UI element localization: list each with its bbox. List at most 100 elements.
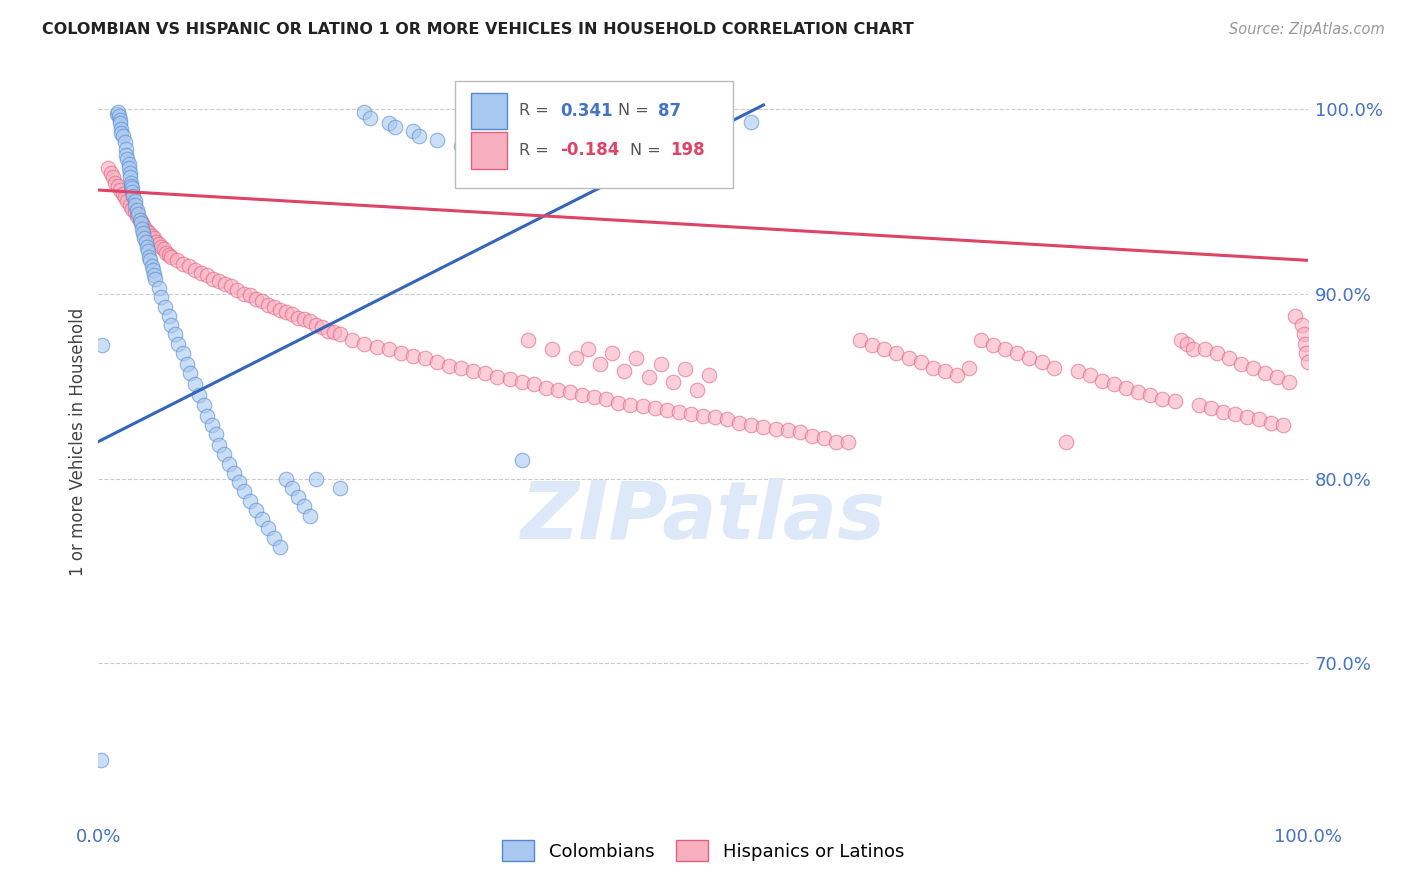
Point: [1181, 342, 1204, 356]
Point: [138, 226, 160, 240]
Point: [619, 398, 641, 412]
Point: [323, 326, 346, 340]
Point: [108, 183, 131, 197]
Point: [145, 235, 167, 249]
Point: [474, 142, 496, 156]
Point: [1018, 351, 1040, 366]
Point: [426, 355, 449, 369]
Point: [800, 429, 823, 443]
Text: N =: N =: [619, 103, 654, 119]
Point: [118, 161, 141, 175]
Point: [498, 372, 520, 386]
Point: [222, 466, 245, 480]
Point: [1206, 345, 1229, 359]
Point: [124, 205, 146, 219]
Text: N =: N =: [630, 143, 666, 158]
Point: [108, 112, 131, 127]
Point: [789, 425, 811, 440]
Point: [602, 345, 624, 359]
Point: [118, 198, 141, 212]
Point: [583, 390, 606, 404]
Point: [232, 484, 254, 499]
Point: [1223, 407, 1246, 421]
Text: 0.341: 0.341: [561, 102, 613, 120]
Point: [269, 540, 291, 554]
Point: [187, 388, 209, 402]
Text: COLOMBIAN VS HISPANIC OR LATINO 1 OR MORE VEHICLES IN HOUSEHOLD CORRELATION CHAR: COLOMBIAN VS HISPANIC OR LATINO 1 OR MOR…: [42, 22, 914, 37]
Point: [101, 170, 124, 185]
Point: [1284, 309, 1306, 323]
Point: [127, 209, 149, 223]
Point: [208, 274, 231, 288]
Point: [637, 369, 659, 384]
Point: [118, 157, 141, 171]
Point: [1139, 388, 1161, 402]
Point: [910, 355, 932, 369]
Point: [172, 257, 194, 271]
Point: [299, 508, 322, 523]
Point: [1272, 417, 1295, 432]
Point: [263, 300, 285, 314]
Point: [934, 364, 956, 378]
Point: [148, 236, 170, 251]
Point: [1042, 360, 1064, 375]
Point: [576, 342, 599, 356]
Point: [558, 384, 581, 399]
Point: [114, 190, 136, 204]
Point: [218, 457, 240, 471]
Point: [1194, 342, 1216, 356]
Point: [377, 116, 399, 130]
Point: [250, 293, 273, 308]
Point: [1249, 412, 1271, 426]
Point: [1067, 364, 1090, 378]
Point: [740, 417, 762, 432]
Point: [107, 179, 129, 194]
Point: [650, 357, 672, 371]
Point: [547, 124, 569, 138]
Point: [110, 122, 132, 136]
Text: ZIPatlas: ZIPatlas: [520, 478, 886, 557]
Point: [716, 412, 738, 426]
Point: [124, 198, 146, 212]
Point: [176, 357, 198, 371]
Point: [107, 105, 129, 120]
Point: [860, 338, 883, 352]
Point: [141, 229, 163, 244]
Point: [141, 259, 163, 273]
Point: [873, 342, 896, 356]
Point: [607, 395, 630, 409]
Point: [897, 351, 920, 366]
Point: [250, 512, 273, 526]
Point: [1078, 368, 1101, 382]
Point: [221, 279, 243, 293]
FancyBboxPatch shape: [471, 132, 508, 169]
Point: [825, 434, 848, 449]
Point: [311, 319, 333, 334]
Point: [1294, 336, 1316, 351]
Point: [1236, 410, 1258, 425]
Point: [202, 272, 225, 286]
Point: [474, 366, 496, 380]
Point: [128, 212, 150, 227]
Point: [837, 434, 859, 449]
Point: [287, 310, 309, 325]
Point: [139, 253, 162, 268]
Point: [111, 186, 134, 201]
Point: [1218, 351, 1240, 366]
Point: [547, 383, 569, 397]
Point: [1278, 376, 1301, 390]
Point: [644, 401, 666, 416]
FancyBboxPatch shape: [471, 93, 508, 129]
Point: [143, 268, 166, 282]
Point: [384, 120, 406, 135]
Point: [450, 138, 472, 153]
Point: [287, 490, 309, 504]
Point: [1007, 345, 1029, 359]
Point: [190, 266, 212, 280]
Point: [613, 364, 636, 378]
Point: [269, 303, 291, 318]
Point: [353, 336, 375, 351]
Point: [673, 362, 696, 376]
Point: [179, 366, 201, 380]
Text: R =: R =: [519, 103, 554, 119]
